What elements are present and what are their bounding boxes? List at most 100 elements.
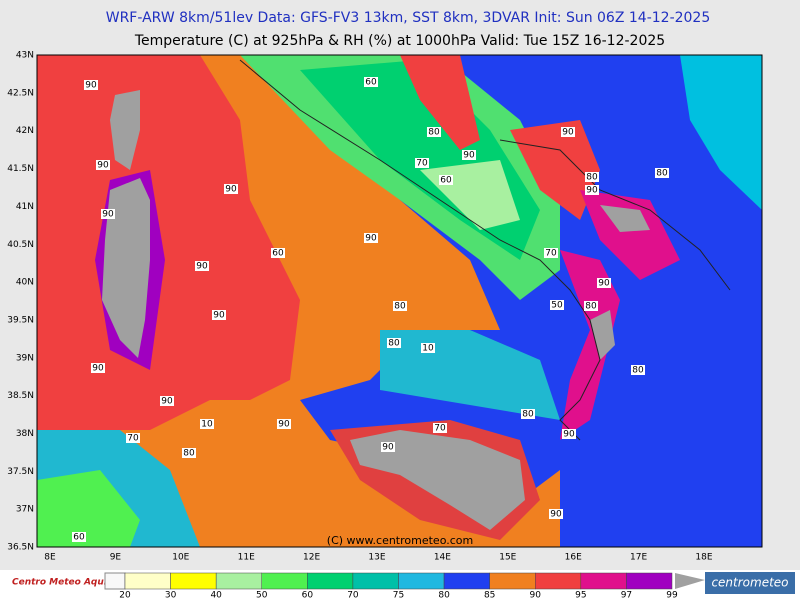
contour-label-bg (561, 127, 575, 137)
colorbar-segment (535, 572, 582, 590)
contour-label-bg (91, 363, 105, 373)
contour-label-bg (631, 365, 645, 375)
contour-label: 50 (551, 301, 563, 311)
lon-label: 9E (110, 553, 122, 563)
lat-label: 40.5N (7, 240, 34, 250)
contour-label-bg (224, 184, 238, 194)
lon-label: 14E (434, 553, 451, 563)
colorbar-tick-label: 90 (530, 591, 542, 601)
colorbar-tick-label: 40 (210, 591, 222, 601)
copyright: (C) www.centrometeo.com (327, 534, 473, 547)
logo-right-box (705, 572, 795, 594)
contour-label: 90 (97, 161, 109, 171)
lat-label: 42N (16, 126, 34, 136)
colorbar-start (104, 572, 126, 590)
contour-label: 80 (585, 302, 597, 312)
contour-label-bg (96, 160, 110, 170)
lat-label: 43N (16, 51, 34, 61)
contour-label-bg (84, 80, 98, 90)
contour-label-bg (550, 300, 564, 310)
contour-label: 60 (272, 249, 284, 259)
contour-label: 90 (196, 262, 208, 272)
contour-label-bg (364, 233, 378, 243)
colorbar-tick-label: 70 (347, 591, 359, 601)
contour-label-bg (381, 442, 395, 452)
colorbar-segment (170, 572, 217, 590)
lat-label: 38.5N (7, 391, 34, 401)
contour-label-bg (521, 409, 535, 419)
contour-label-bg (585, 185, 599, 195)
contour-label: 80 (586, 173, 598, 183)
contour-label: 90 (598, 279, 610, 289)
lat-label: 41N (16, 202, 34, 212)
colorbar-end (675, 573, 705, 589)
contour-label: 80 (428, 128, 440, 138)
colorbar-tick-label: 30 (165, 591, 177, 601)
contour-label: 70 (127, 434, 139, 444)
contour-label-bg (393, 301, 407, 311)
logo-left: Centro Meteo Aquileo (12, 578, 122, 588)
colorbar-tick-label: 20 (119, 591, 131, 601)
header-line2: Temperature (C) at 925hPa & RH (%) at 10… (134, 33, 665, 49)
contour-label: 90 (382, 443, 394, 453)
lon-label: 10E (172, 553, 189, 563)
contour-label: 10 (422, 344, 434, 354)
colorbar-segment (124, 572, 171, 590)
contour-label-bg (655, 168, 669, 178)
contour-label: 70 (416, 159, 428, 169)
contour-label-bg (585, 172, 599, 182)
contour-label: 80 (183, 449, 195, 459)
lon-label: 11E (238, 553, 255, 563)
contour-label: 90 (586, 186, 598, 196)
colorbar-segment (307, 572, 354, 590)
contour-label: 60 (365, 78, 377, 88)
colorbar-segment (215, 572, 263, 590)
colorbar-segment (443, 572, 490, 590)
contour-label-bg (439, 175, 453, 185)
colorbar-tick-label: 97 (621, 591, 632, 601)
lat-label: 42.5N (7, 88, 34, 98)
contour-label: 80 (656, 169, 668, 179)
contour-label-bg (364, 77, 378, 87)
contour-label-bg (182, 448, 196, 458)
lon-label: 12E (303, 553, 320, 563)
lon-label: 15E (499, 553, 516, 563)
lat-label: 40N (16, 278, 34, 288)
contour-label: 80 (394, 302, 406, 312)
lat-label: 41.5N (7, 164, 34, 174)
contour-label-bg (200, 419, 214, 429)
contour-label-bg (433, 423, 447, 433)
contour-label: 80 (632, 366, 644, 376)
contour-label-bg (415, 158, 429, 168)
colorbar-segment (580, 572, 627, 590)
lat-label: 39.5N (7, 315, 34, 325)
contour-label-bg (544, 248, 558, 258)
colorbar-tick-label: 60 (302, 591, 314, 601)
contour-label: 90 (213, 311, 225, 321)
lat-label: 38N (16, 429, 34, 439)
contour-label-bg (195, 261, 209, 271)
contour-label-bg (387, 338, 401, 348)
header-line1: WRF-ARW 8km/51lev Data: GFS-FV3 13km, SS… (106, 10, 711, 26)
contour-label-bg (549, 509, 563, 519)
contour-label: 90 (92, 364, 104, 374)
contour-label: 10 (201, 420, 213, 430)
contour-label: 90 (563, 430, 575, 440)
colorbar-tick-label: 99 (666, 591, 678, 601)
colorbar-tick-label: 80 (438, 591, 450, 601)
contour-label-bg (126, 433, 140, 443)
lat-label: 39N (16, 353, 34, 363)
contour-label: 90 (463, 151, 475, 161)
contour-label-bg (427, 127, 441, 137)
contour-label: 90 (550, 510, 562, 520)
logo-right: centrometeo (711, 576, 788, 590)
contour-label: 90 (225, 185, 237, 195)
contour-label-bg (160, 396, 174, 406)
contour-label: 90 (562, 128, 574, 138)
contour-label: 90 (161, 397, 173, 407)
colorbar-segment (489, 572, 536, 590)
contour-label-bg (462, 150, 476, 160)
contour-label-bg (597, 278, 611, 288)
contour-label: 70 (434, 424, 446, 434)
